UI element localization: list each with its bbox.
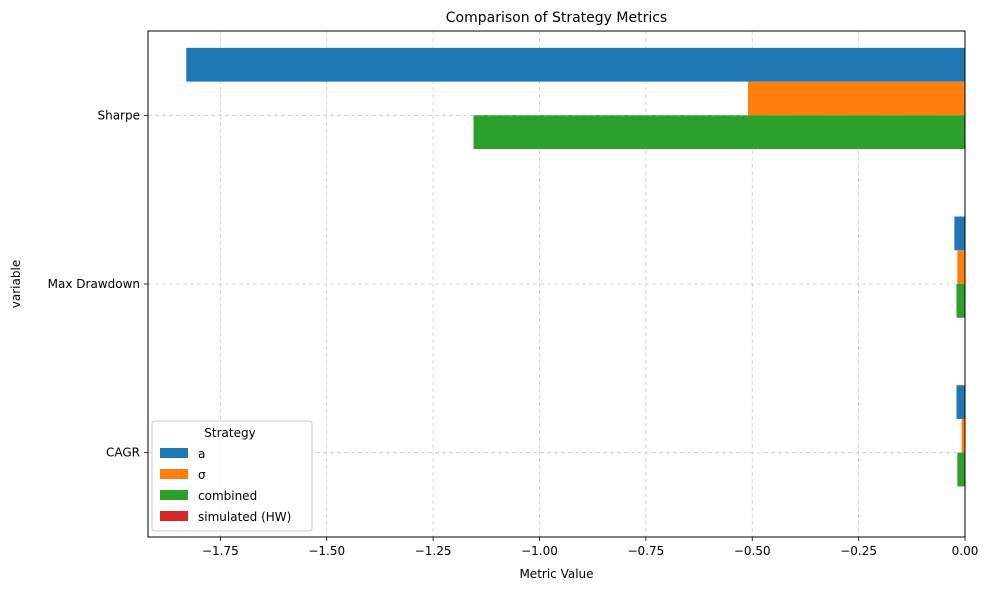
legend-title: Strategy [204,426,255,440]
legend-swatch [160,511,188,521]
x-axis-ticks: −1.75 −1.50 −1.25 −1.00 −0.75 −0.50 −0.25 0.00 [202,537,978,558]
bar---cagr [961,418,965,453]
legend: Strategy aσ combined simulated (HW) [151,420,313,532]
chart-title: Comparison of Strategy Metrics [446,10,667,26]
bar---max-drawdown [957,250,965,284]
x-tick-label: −1.25 [415,544,452,558]
bar-combined-sharpe [473,115,965,150]
legend-swatch [160,490,188,500]
x-tick-label: −0.25 [840,544,877,558]
y-axis-ticks: Sharpe Max Drawdown CAGR [48,108,148,460]
bar-a-sharpe [186,47,965,82]
bar-combined-max-drawdown [956,284,965,318]
bars [186,47,965,487]
bar-a-cagr [956,385,965,419]
bar-combined-cagr [957,452,965,487]
legend-label: simulated (HW) [198,510,291,524]
legend-box [151,420,313,532]
bar---sharpe [747,81,965,116]
legend-swatch [160,469,188,479]
x-tick-label: −1.50 [308,544,345,558]
x-tick-label: −1.75 [202,544,239,558]
y-axis-label: variable [9,260,23,308]
bar-a-max-drawdown [954,216,965,251]
y-tick-label: CAGR [106,446,140,460]
x-tick-label: −0.50 [734,544,771,558]
legend-swatch [160,448,188,458]
y-tick-label: Max Drawdown [48,277,140,291]
x-tick-label: 0.00 [952,544,979,558]
legend-label: a [198,447,205,461]
legend-label: combined [198,489,257,503]
x-tick-label: −0.75 [627,544,664,558]
x-tick-label: −1.00 [521,544,558,558]
legend-label: σ [198,468,206,482]
x-axis-label: Metric Value [519,567,593,581]
y-tick-label: Sharpe [97,108,140,122]
